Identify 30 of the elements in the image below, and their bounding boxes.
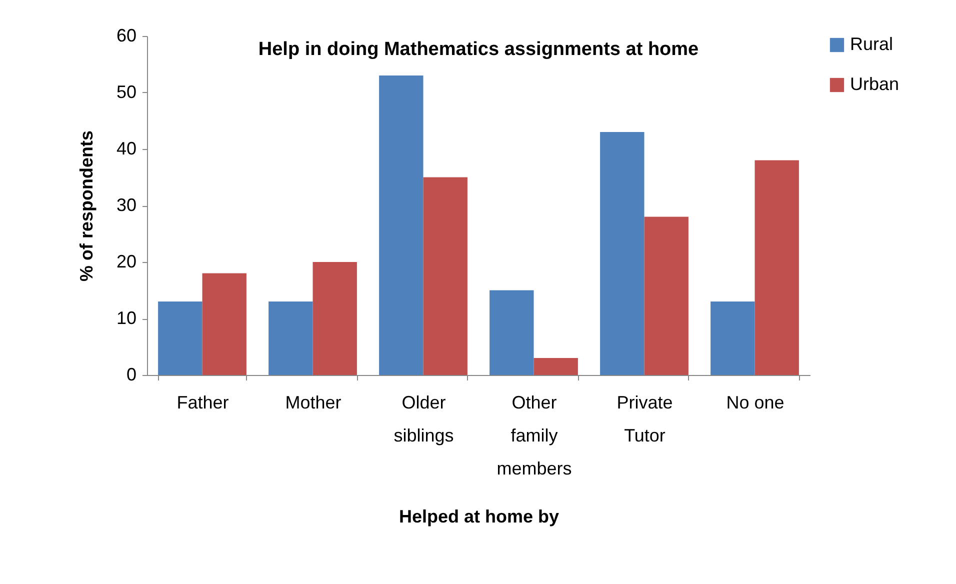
x-tick-label: Older siblings [394,392,454,446]
legend-label: Urban [850,74,900,94]
bar [202,273,246,375]
chart-title: Help in doing Mathematics assignments at home [258,39,699,60]
bar [534,358,578,375]
y-tick-label: 40 [116,138,136,158]
bar [710,302,755,375]
bar [644,216,688,375]
x-axis-title: Helped at home by [398,506,560,526]
y-tick-label: 50 [116,82,136,102]
x-tick-label: Other family members [496,392,572,478]
y-tick-label: 20 [116,252,136,272]
legend-label: Rural [850,34,894,54]
x-tick-label: Father [176,392,229,412]
y-tick-label: 60 [116,26,136,46]
y-tick-label: 10 [116,308,136,328]
bar [268,302,313,375]
bar [158,302,202,375]
bar [379,76,424,375]
bar [600,132,644,375]
y-tick-label: 0 [126,364,136,384]
x-tick-label: No one [726,392,784,412]
y-tick-label: 30 [116,195,136,215]
bar [754,160,799,375]
bar [312,262,357,375]
x-tick-label: Private Tutor [616,392,673,446]
x-tick-label: Mother [285,392,342,412]
y-axis-title: % of respondents [76,130,96,282]
bar [490,290,534,375]
bar [423,177,468,375]
